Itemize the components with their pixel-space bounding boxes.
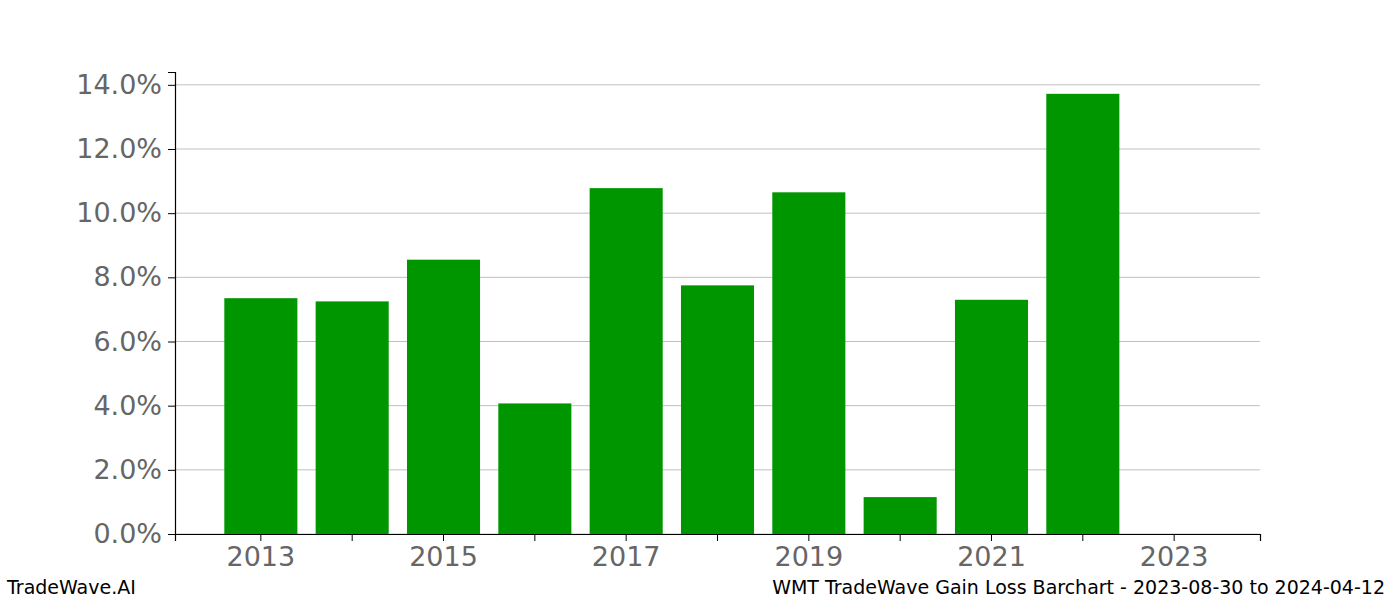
y-tick: 4.0% (93, 390, 175, 421)
x-tick (1082, 534, 1083, 541)
y-tick: 10.0% (76, 197, 175, 228)
grid-line (175, 84, 1260, 85)
x-tick (352, 534, 353, 541)
y-tick-label: 4.0% (93, 390, 162, 421)
y-tick-label: 14.0% (76, 69, 162, 100)
y-tick: 8.0% (93, 261, 175, 292)
x-tick-mark (626, 534, 627, 541)
x-tick (717, 534, 718, 541)
bar (590, 188, 663, 534)
y-tick-label: 2.0% (93, 454, 162, 485)
x-tick-mark (443, 534, 444, 541)
x-tick: 2015 (409, 534, 478, 572)
y-tick: 0.0% (93, 518, 175, 549)
y-tick-label: 6.0% (93, 326, 162, 357)
y-tick: 12.0% (76, 133, 175, 164)
x-tick: 2013 (226, 534, 295, 572)
x-tick-label: 2019 (774, 541, 843, 572)
y-tick-label: 12.0% (76, 133, 162, 164)
x-tick-mark (808, 534, 809, 541)
x-tick-mark (717, 534, 718, 541)
y-tick-mark (168, 406, 175, 407)
x-tick-mark (1082, 534, 1083, 541)
x-tick-label: 2013 (226, 541, 295, 572)
y-tick-label: 8.0% (93, 261, 162, 292)
x-tick-label: 2017 (592, 541, 661, 572)
y-tick-label: 10.0% (76, 197, 162, 228)
y-tick-mark (168, 213, 175, 214)
y-axis-line (168, 73, 176, 535)
plot: 0.0%2.0%4.0%6.0%8.0%10.0%12.0%14.0%20132… (76, 69, 1260, 572)
x-axis-line (176, 535, 1261, 542)
y-tick-label: 0.0% (93, 518, 162, 549)
y-tick: 14.0% (76, 69, 175, 100)
x-tick-mark (1174, 534, 1175, 541)
x-tick-label: 2023 (1140, 541, 1209, 572)
y-tick-mark (168, 85, 175, 86)
x-tick (900, 534, 901, 541)
y-axis: 0.0% 2.0% 4.0% 6.0% 8.0% 10.0% 12.0% 14.0% (76, 69, 175, 549)
bar (955, 300, 1028, 534)
y-tick-mark (168, 149, 175, 150)
bars (224, 94, 1119, 534)
x-tick-mark (260, 534, 261, 541)
y-tick-mark (168, 534, 175, 535)
bar (224, 298, 297, 534)
x-axis: 2013 2015 2017 2019 2021 2023 (176, 534, 1261, 572)
x-tick-mark (352, 534, 353, 541)
title: WMT TradeWave Gain Loss Barchart - 2023-… (772, 576, 1385, 598)
x-tick: 2019 (774, 534, 843, 572)
chart: 0.0%2.0%4.0%6.0%8.0%10.0%12.0%14.0%20132… (0, 0, 1400, 600)
bar (1046, 94, 1119, 534)
x-tick-label: 2021 (957, 541, 1026, 572)
x-tick-mark (534, 534, 535, 541)
y-tick-mark (168, 342, 175, 343)
x-tick-label: 2015 (409, 541, 478, 572)
bar (772, 192, 845, 534)
bar (498, 403, 571, 534)
bar (316, 301, 389, 534)
bar (407, 260, 480, 534)
x-tick-mark (991, 534, 992, 541)
y-tick-mark (168, 277, 175, 278)
x-tick: 2023 (1140, 534, 1209, 572)
x-tick: 2017 (592, 534, 661, 572)
grid (175, 85, 1260, 534)
x-tick: 2021 (957, 534, 1026, 572)
bar (864, 497, 937, 534)
y-tick-mark (168, 470, 175, 471)
y-tick: 2.0% (93, 454, 175, 485)
source: TradeWave.AI (6, 576, 136, 598)
y-tick: 6.0% (93, 326, 175, 357)
bar (681, 285, 754, 534)
x-tick (534, 534, 535, 541)
x-tick-mark (900, 534, 901, 541)
